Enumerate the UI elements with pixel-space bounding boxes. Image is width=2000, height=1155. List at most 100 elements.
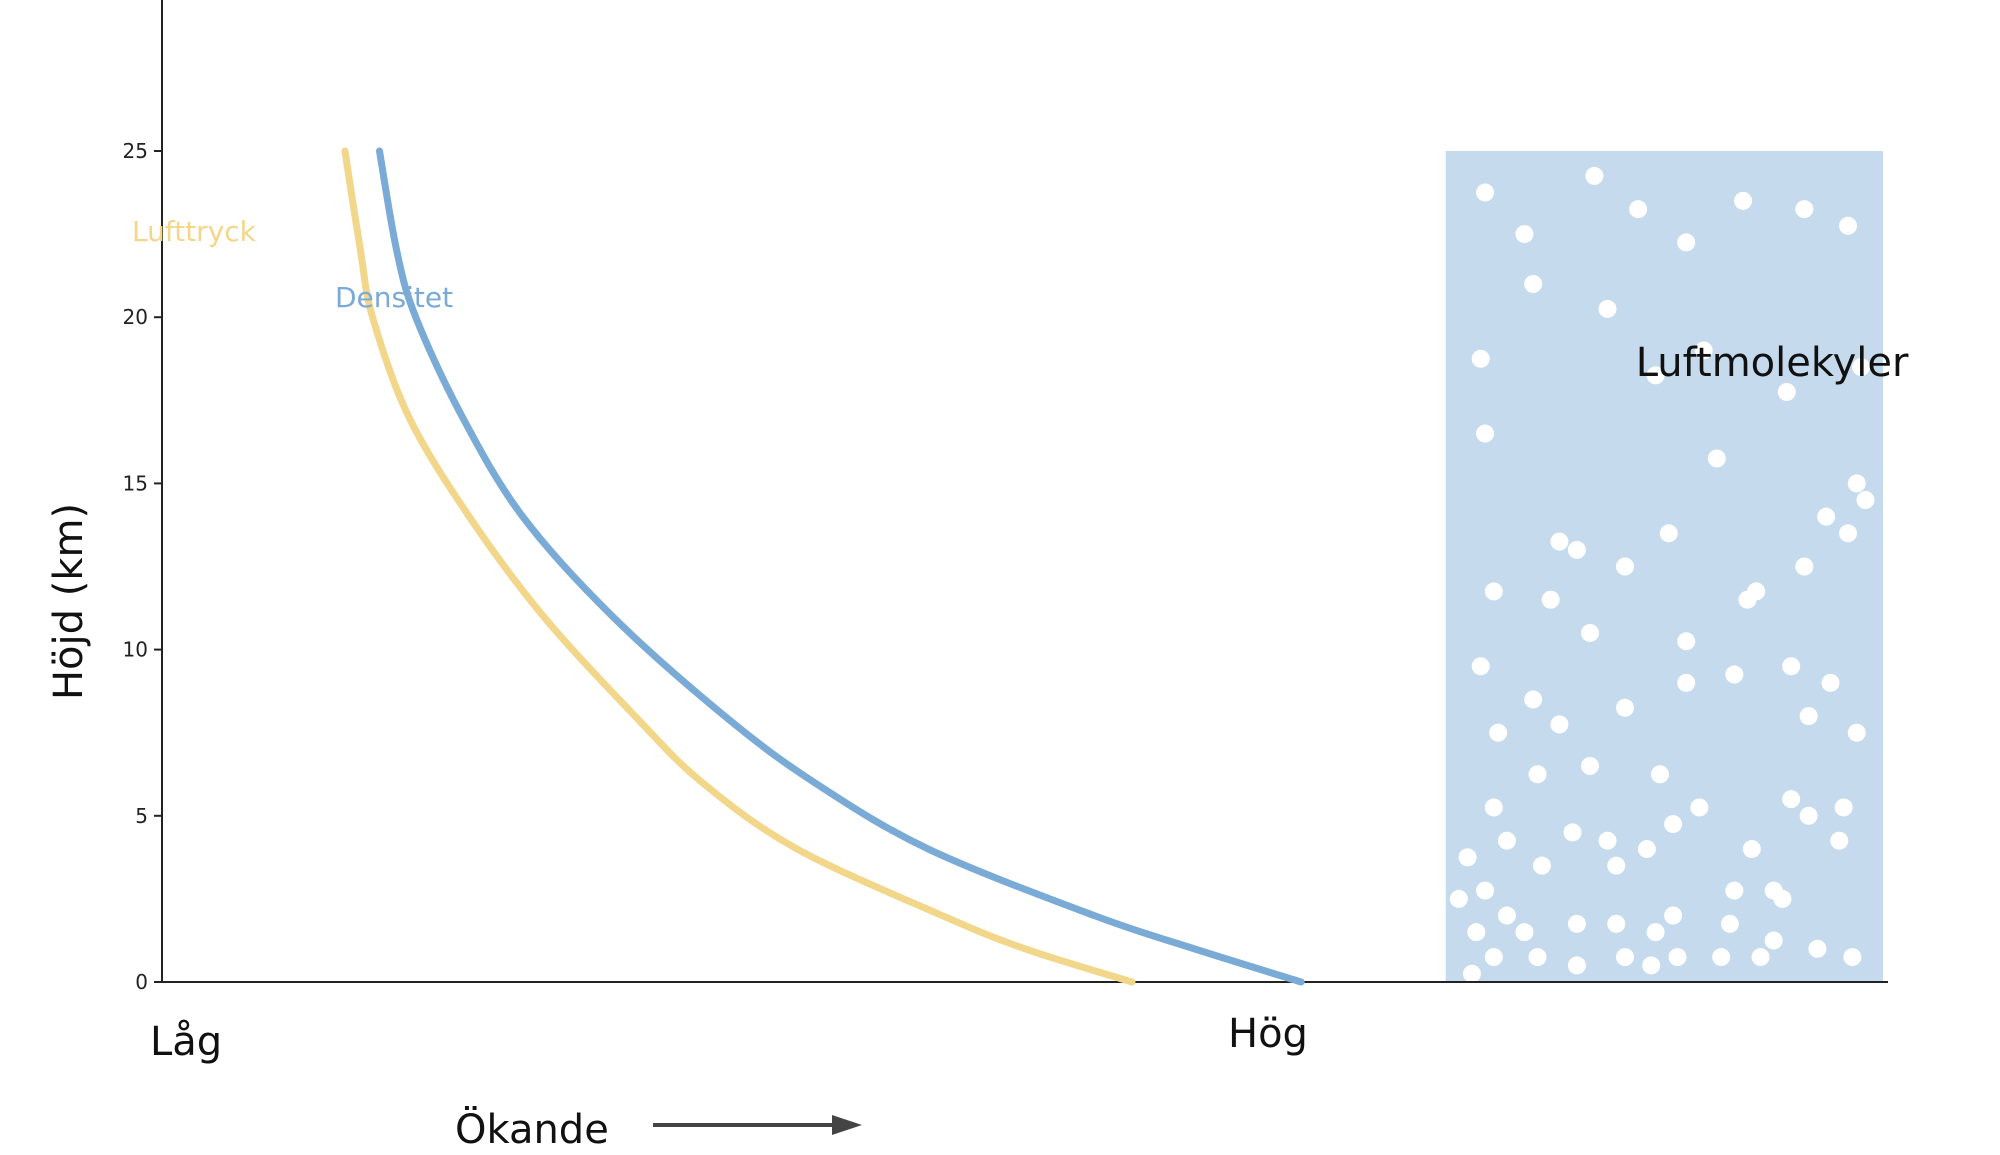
molecule-dot	[1742, 840, 1761, 859]
molecule-dot	[1712, 948, 1731, 967]
molecule-dot	[1646, 923, 1665, 942]
molecule-dot	[1581, 756, 1600, 775]
molecule-dot	[1782, 790, 1801, 809]
molecule-dot	[1607, 914, 1626, 933]
molecule-dot	[1541, 590, 1560, 609]
molecule-dot	[1795, 557, 1814, 576]
molecule-dot	[1773, 889, 1792, 908]
series-line-lufttryck	[341, 147, 1136, 986]
molecule-dot	[1725, 665, 1744, 684]
direction-arrow-head	[832, 1115, 862, 1135]
molecule-dot	[1843, 948, 1862, 967]
molecule-dot	[1563, 823, 1582, 842]
molecule-dot	[1567, 914, 1586, 933]
molecule-dot	[1808, 939, 1827, 958]
molecule-dot	[1817, 507, 1836, 526]
molecule-dot	[1646, 366, 1665, 385]
molecule-dot	[1585, 166, 1604, 185]
molecule-dot	[1677, 632, 1696, 651]
molecule-dot	[1799, 806, 1818, 825]
molecule-dot	[1524, 690, 1543, 709]
molecule-dot	[1664, 815, 1683, 834]
series-label-densitet: Densitet	[335, 281, 453, 314]
molecule-dot	[1449, 889, 1468, 908]
y-tick-label: 15	[123, 471, 148, 495]
molecule-dot	[1747, 582, 1766, 601]
molecule-dot	[1484, 798, 1503, 817]
molecule-dot	[1690, 798, 1709, 817]
molecule-dot	[1847, 723, 1866, 742]
molecule-dot	[1839, 524, 1858, 543]
x-high-label: Hög	[1228, 1011, 1308, 1057]
molecule-dot	[1467, 923, 1486, 942]
molecule-dot	[1764, 931, 1783, 950]
molecule-dot	[1515, 923, 1534, 942]
molecule-dot	[1607, 856, 1626, 875]
molecule-dot	[1852, 358, 1871, 377]
molecule-dot	[1659, 524, 1678, 543]
molecule-dot	[1462, 964, 1481, 983]
molecule-dot	[1550, 532, 1569, 551]
molecule-dot	[1650, 765, 1669, 784]
axes-layer: 0 5 10 15 20 25	[123, 0, 1888, 994]
molecule-dot	[1476, 424, 1495, 443]
molecule-dot	[1616, 948, 1635, 967]
molecule-dot	[1598, 299, 1617, 318]
molecule-dot	[1497, 906, 1516, 925]
molecule-dot	[1830, 831, 1849, 850]
molecule-dot	[1707, 449, 1726, 468]
molecule-panel-label: Luftmolekyler	[1636, 340, 1909, 386]
molecule-dot	[1839, 216, 1858, 235]
molecule-dot	[1725, 881, 1744, 900]
molecule-dot	[1616, 557, 1635, 576]
molecule-dot	[1720, 914, 1739, 933]
molecule-dot	[1476, 183, 1495, 202]
molecule-dot	[1751, 948, 1770, 967]
molecule-dot	[1664, 906, 1683, 925]
molecule-dot	[1484, 948, 1503, 967]
molecule-dot	[1782, 657, 1801, 676]
molecule-dot	[1598, 831, 1617, 850]
y-tick-label: 0	[135, 970, 148, 994]
molecule-dot	[1550, 715, 1569, 734]
y-axis-label: Höjd (km)	[46, 503, 92, 700]
molecule-dot	[1777, 382, 1796, 401]
y-tick-label: 20	[123, 305, 148, 329]
molecule-dot	[1471, 349, 1490, 368]
molecule-dot	[1637, 840, 1656, 859]
molecule-dot	[1677, 673, 1696, 692]
molecule-dot	[1471, 657, 1490, 676]
molecule-dot	[1642, 956, 1661, 975]
molecule-dot	[1567, 956, 1586, 975]
molecule-dot	[1821, 673, 1840, 692]
molecule-dot	[1847, 474, 1866, 493]
molecule-dot	[1515, 225, 1534, 244]
molecule-dot	[1677, 233, 1696, 252]
molecule-dot	[1524, 274, 1543, 293]
molecule-dot	[1616, 698, 1635, 717]
molecule-dot	[1694, 341, 1713, 360]
y-tick-label: 5	[135, 804, 148, 828]
molecule-panel-layer	[1445, 151, 1883, 983]
molecule-dot	[1476, 881, 1495, 900]
molecule-dot	[1629, 200, 1648, 219]
series-layer	[341, 147, 1305, 986]
molecule-dot	[1567, 540, 1586, 559]
molecule-dot	[1497, 831, 1516, 850]
molecule-dot	[1799, 707, 1818, 726]
molecule-dot	[1795, 200, 1814, 219]
x-direction-label: Ökande	[455, 1105, 609, 1150]
series-line-densitet	[375, 147, 1305, 986]
y-tick-label: 25	[123, 139, 148, 163]
molecule-dot	[1528, 765, 1547, 784]
molecule-dot	[1734, 191, 1753, 210]
series-label-lufttryck: Lufttryck	[132, 215, 257, 248]
x-low-label: Låg	[150, 1019, 222, 1065]
molecule-dot	[1458, 848, 1477, 867]
y-tick-label: 10	[123, 638, 148, 662]
molecule-dot	[1581, 623, 1600, 642]
molecule-dot	[1834, 798, 1853, 817]
molecule-dot	[1856, 491, 1875, 510]
